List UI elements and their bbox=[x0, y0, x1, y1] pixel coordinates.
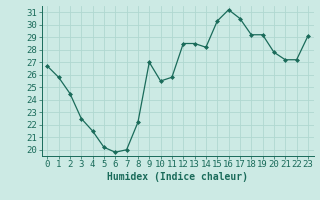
X-axis label: Humidex (Indice chaleur): Humidex (Indice chaleur) bbox=[107, 172, 248, 182]
